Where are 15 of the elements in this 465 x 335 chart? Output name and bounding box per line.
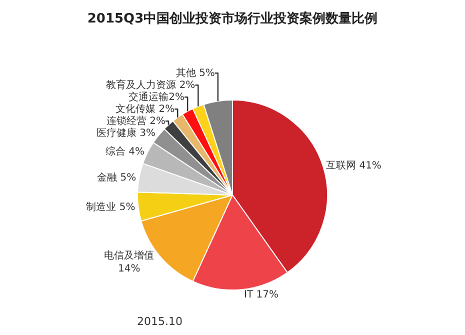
chart-title: 2015Q3中国创业投资市场行业投资案例数量比例: [87, 10, 378, 26]
slice-label: 交通运输2%: [128, 91, 185, 104]
data-label: 14%: [118, 264, 140, 275]
slice-label: 教育及人力资源 2%: [106, 79, 196, 92]
slice-label: 互联网 41%: [326, 160, 382, 172]
slice-label: 制造业 5%: [86, 200, 136, 213]
slice-label: 医疗健康 3%: [96, 127, 156, 140]
slice-label: 文化传媒 2%: [116, 103, 175, 116]
slice-label: 综合 4%: [105, 145, 144, 158]
slice-label: IT 17%: [244, 290, 278, 301]
text: 2015.10: [137, 315, 182, 328]
slice-label: 其他 5%: [176, 67, 215, 80]
slice-label: 电信及增值: [104, 250, 154, 262]
slice-label: 连锁经营 2%: [106, 115, 166, 128]
slice-label: 金融 5%: [97, 171, 136, 184]
